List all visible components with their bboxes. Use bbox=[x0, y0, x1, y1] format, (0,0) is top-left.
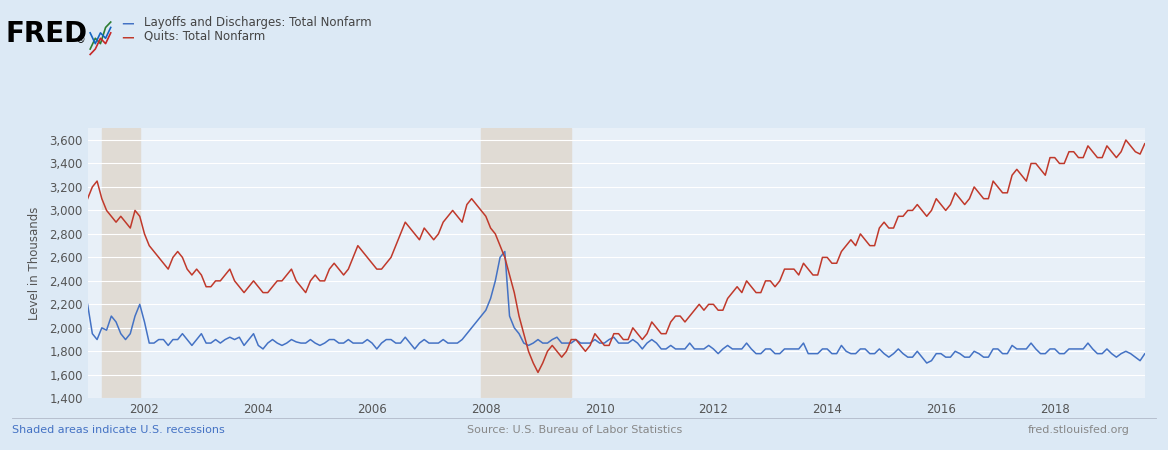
Text: Quits: Total Nonfarm: Quits: Total Nonfarm bbox=[144, 29, 265, 42]
Bar bbox=[102, 128, 140, 398]
Text: ─: ─ bbox=[123, 29, 133, 47]
Bar bbox=[481, 128, 571, 398]
Text: ─: ─ bbox=[123, 16, 133, 34]
Text: fred.stlouisfed.org: fred.stlouisfed.org bbox=[1028, 425, 1129, 435]
Text: FRED: FRED bbox=[5, 20, 88, 49]
Text: ®: ® bbox=[76, 35, 85, 45]
Y-axis label: Level in Thousands: Level in Thousands bbox=[28, 207, 41, 320]
Text: Layoffs and Discharges: Total Nonfarm: Layoffs and Discharges: Total Nonfarm bbox=[144, 16, 371, 29]
Text: Shaded areas indicate U.S. recessions: Shaded areas indicate U.S. recessions bbox=[12, 425, 224, 435]
Text: Source: U.S. Bureau of Labor Statistics: Source: U.S. Bureau of Labor Statistics bbox=[467, 425, 682, 435]
